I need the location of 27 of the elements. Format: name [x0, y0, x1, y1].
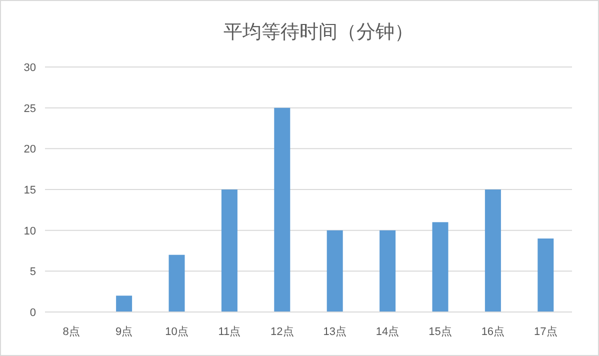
y-tick-label: 25 [24, 102, 36, 115]
bar [168, 254, 185, 312]
x-tick-label: 12点 [270, 325, 294, 338]
bar [538, 238, 554, 312]
x-tick-label: 11点 [218, 325, 241, 338]
bar [221, 190, 238, 312]
y-tick-label: 15 [24, 184, 36, 196]
bar [326, 230, 343, 312]
x-tick-label: 14点 [376, 325, 400, 338]
bar [116, 296, 132, 312]
y-tick-label: 0 [30, 307, 36, 319]
x-tick-label: 9点 [115, 325, 133, 338]
x-tick-label: 17点 [534, 325, 558, 338]
bar [432, 222, 448, 312]
x-tick-label: 13点 [323, 325, 346, 338]
x-tick-label: 10点 [165, 325, 188, 338]
x-tick-label: 15点 [428, 325, 452, 338]
x-tick-label: 8点 [62, 325, 80, 338]
bar [380, 230, 396, 312]
y-tick-label: 20 [24, 144, 36, 156]
y-tick-label: 30 [24, 62, 36, 74]
y-tick-label: 5 [30, 266, 36, 278]
chart-title: 平均等待时间（分钟） [224, 22, 414, 43]
bar [484, 190, 501, 312]
y-tick-label: 10 [24, 225, 36, 238]
x-tick-label: 16点 [481, 325, 505, 338]
bar [274, 108, 290, 312]
